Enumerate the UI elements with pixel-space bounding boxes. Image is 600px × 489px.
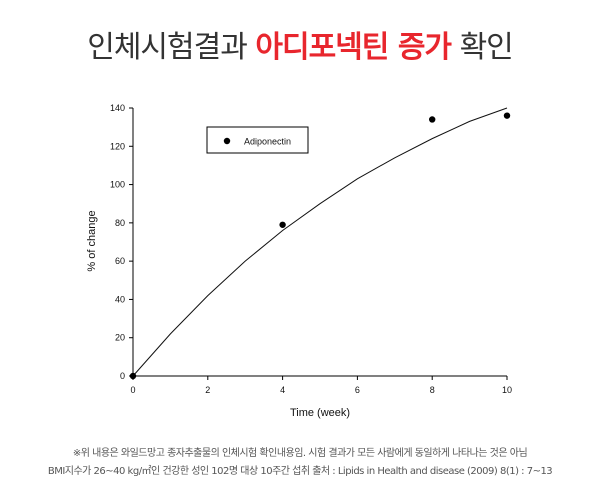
fit-curve-line [132,107,508,377]
x-axis-title: Time (week) [290,407,350,419]
headline-prefix: 인체시험결과 [87,30,248,65]
y-tick-label: 120 [110,141,125,151]
data-point [503,112,511,119]
y-tick-label: 40 [115,294,125,304]
y-ticks: 0 20 40 60 80 100 120 140 [110,103,133,381]
x-tick-label: 4 [280,385,285,395]
x-tick-label: 0 [130,385,135,395]
x-tick-label: 8 [430,385,435,395]
legend-marker [223,137,231,145]
page-headline: 인체시험결과 아디포넥틴 증가 확인 [0,22,600,66]
y-tick-label: 100 [110,180,125,190]
headline-highlight: 아디포넥틴 증가 [255,30,452,65]
data-point [429,116,436,123]
chart-axes [132,108,507,377]
legend-box [206,126,309,154]
footnote-line-2: BMI지수가 26~40 kg/㎡인 건강한 성인 102명 대상 10주간 섭… [47,466,553,477]
legend: Adiponectin [206,126,309,154]
x-ticks: 0 2 4 6 8 10 [130,376,512,395]
footnote-line-1: ※위 내용은 와일드망고 종자추출물의 인체시험 확인내용임. 시험 결과가 모… [72,448,528,459]
y-tick-label: 140 [110,103,125,113]
x-tick-label: 6 [355,385,360,395]
y-tick-label: 0 [120,371,125,381]
data-points [129,112,511,380]
y-tick-label: 80 [115,218,125,228]
x-tick-label: 2 [205,385,210,395]
y-axis-title: % of change [86,210,98,271]
headline-suffix: 확인 [459,30,514,65]
data-point [129,372,137,380]
data-point [279,221,286,228]
legend-label: Adiponectin [244,137,291,147]
y-tick-label: 20 [115,333,125,343]
x-tick-label: 10 [502,385,512,395]
y-tick-label: 60 [115,256,125,266]
